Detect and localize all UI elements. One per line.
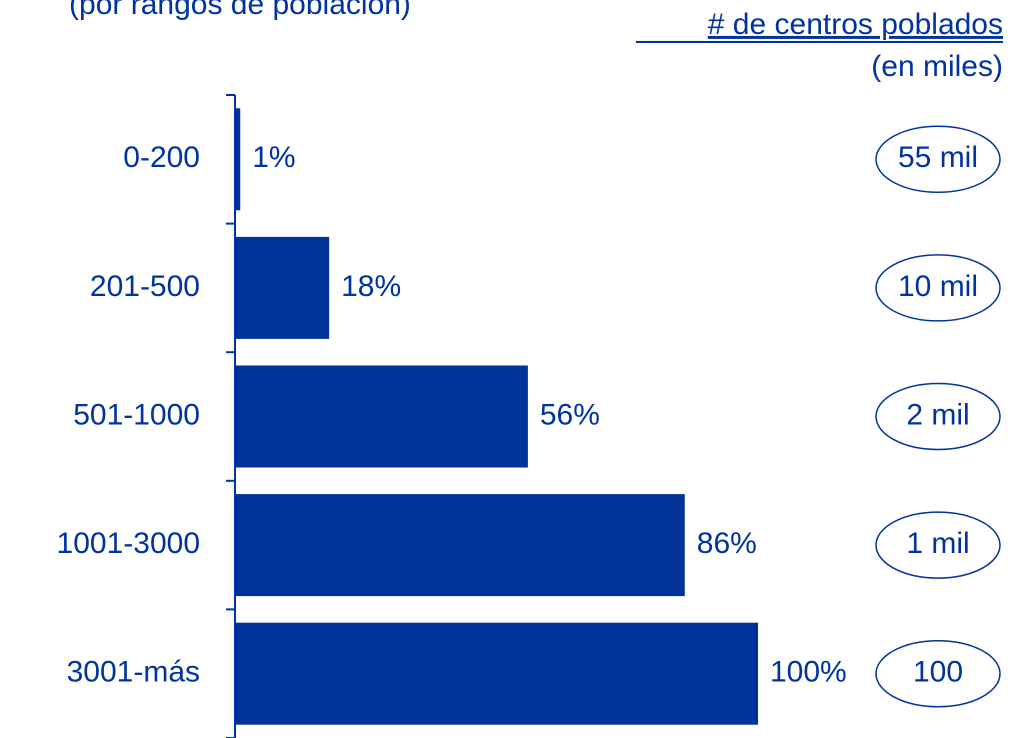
- side-ellipse: [875, 125, 1001, 194]
- value-label: 100%: [770, 656, 847, 689]
- bar: [235, 365, 528, 468]
- side-label: 1 mil: [906, 527, 969, 560]
- category-label: 1001-3000: [57, 527, 200, 560]
- side-label: 100: [913, 656, 963, 689]
- side-label: 55 mil: [898, 141, 978, 174]
- chart-title: (por rangos de población): [69, 0, 411, 21]
- category-label: 3001-más: [67, 656, 200, 689]
- value-label: 1%: [252, 141, 295, 174]
- category-label: 201-500: [90, 270, 200, 303]
- value-label: 18%: [341, 270, 401, 303]
- value-label: 86%: [697, 527, 757, 560]
- side-header: # de centros poblados: [708, 8, 1003, 41]
- side-label: 10 mil: [898, 270, 978, 303]
- category-label: 501-1000: [73, 398, 200, 431]
- bar: [235, 236, 330, 339]
- value-label: 56%: [540, 398, 600, 431]
- side-ellipse: [875, 382, 1001, 451]
- category-label: 0-200: [123, 141, 200, 174]
- side-unit: (en miles): [871, 50, 1003, 83]
- bar: [235, 622, 758, 725]
- bar: [235, 494, 685, 597]
- side-ellipse: [875, 639, 1001, 708]
- side-ellipse: [875, 511, 1001, 579]
- bar: [235, 108, 241, 211]
- side-ellipse: [875, 254, 1001, 322]
- side-label: 2 mil: [906, 398, 969, 431]
